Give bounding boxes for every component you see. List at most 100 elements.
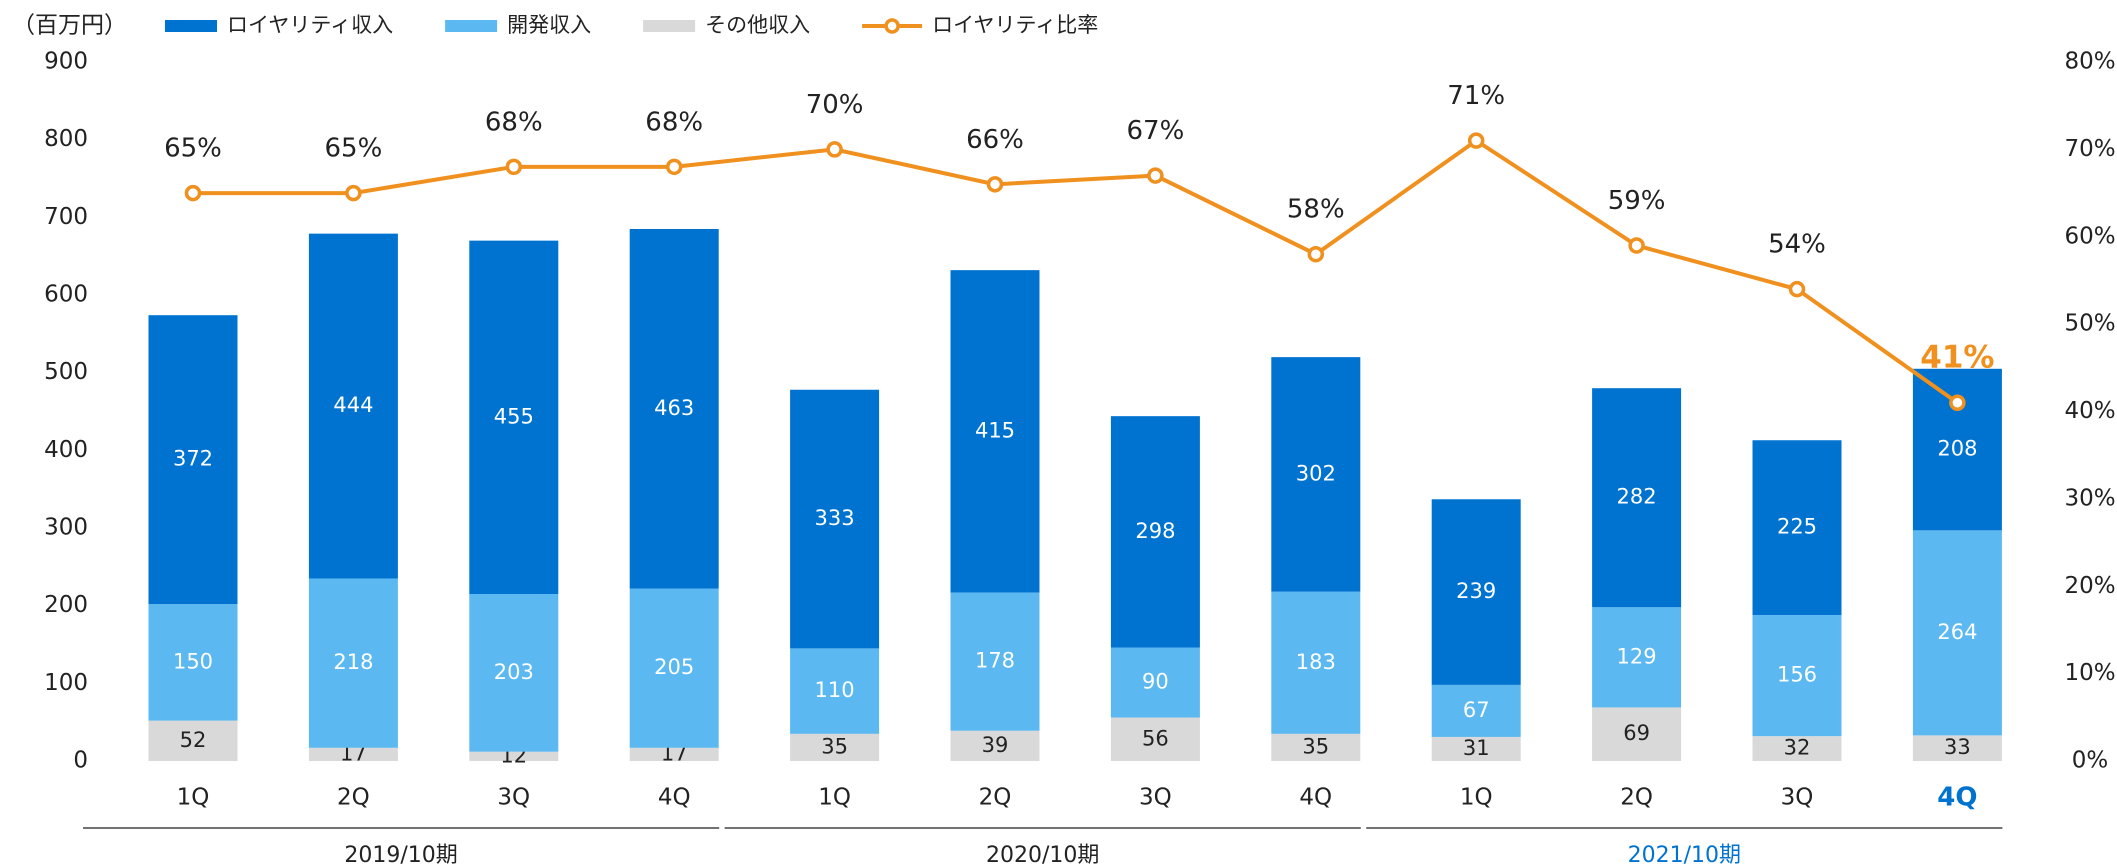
y2-tick-label: 70% xyxy=(2064,136,2115,162)
legend-swatch xyxy=(445,20,498,32)
ratio-label: 70% xyxy=(806,90,864,120)
bar-value-label: 35 xyxy=(1302,734,1329,758)
bar-value-label: 444 xyxy=(333,393,373,417)
legend-swatch xyxy=(165,20,217,32)
bar-segment xyxy=(148,604,238,721)
bar-value-label: 33 xyxy=(1944,735,1971,759)
bar-segment xyxy=(629,588,719,748)
bar-segment xyxy=(1110,416,1200,648)
x-tick-label: 3Q xyxy=(1139,785,1172,811)
x-tick-label: 1Q xyxy=(177,785,210,811)
bar-segment xyxy=(1110,647,1200,718)
bar-segment xyxy=(308,747,398,761)
bar-value-label: 52 xyxy=(180,728,207,752)
ratio-marker xyxy=(1949,394,1966,412)
bar-value-label: 67 xyxy=(1463,698,1490,722)
ratio-label: 54% xyxy=(1768,230,1826,260)
y-tick-label: 500 xyxy=(44,359,88,385)
ratio-marker xyxy=(345,184,362,202)
bar-segment xyxy=(308,233,398,579)
ratio-label: 59% xyxy=(1608,186,1666,216)
bar-segment xyxy=(1912,530,2002,736)
ratio-label: 65% xyxy=(164,134,222,164)
ratio-marker xyxy=(1788,280,1806,298)
bar-segment xyxy=(950,592,1040,731)
ratio-label: 68% xyxy=(645,107,703,137)
bar-segment xyxy=(1431,684,1521,737)
bar-segment xyxy=(1752,614,1842,737)
bar-value-label: 203 xyxy=(494,660,534,684)
bar-value-label: 39 xyxy=(982,733,1009,757)
bar-segment xyxy=(950,270,1040,593)
ratio-label: 65% xyxy=(325,134,383,164)
bar-segment xyxy=(308,578,398,748)
bar-segment xyxy=(469,240,559,595)
bar-segment xyxy=(1592,707,1682,761)
bar-value-label: 282 xyxy=(1617,485,1657,509)
x-tick-label: 2Q xyxy=(979,785,1012,811)
ratio-line xyxy=(193,138,1959,405)
bar-value-label: 183 xyxy=(1296,650,1336,674)
y2-tick-label: 80% xyxy=(2064,49,2115,75)
bar-value-label: 372 xyxy=(173,447,213,471)
ratio-label: 41% xyxy=(1920,339,1994,375)
y-tick-label: 900 xyxy=(44,49,88,75)
bar-segment xyxy=(790,733,880,761)
bar-value-label: 205 xyxy=(654,655,694,679)
bar-segment xyxy=(1431,499,1521,685)
bar-segment xyxy=(1592,388,1682,608)
y2-tick-label: 30% xyxy=(2064,485,2115,511)
bar-value-label: 463 xyxy=(654,396,694,420)
x-tick-label: 3Q xyxy=(1781,785,1814,811)
x-tick-label: 1Q xyxy=(818,785,851,811)
y-tick-label: 400 xyxy=(44,437,88,463)
bar-value-label: 264 xyxy=(1937,620,1977,644)
y-tick-label: 200 xyxy=(44,592,88,618)
x-tick-label: 4Q xyxy=(1937,783,1977,813)
x-tick-label: 2Q xyxy=(337,785,370,811)
ratio-marker xyxy=(184,184,202,202)
y2-tick-label: 0% xyxy=(2072,748,2109,774)
y-tick-label: 0 xyxy=(73,748,88,774)
y2-tick-label: 40% xyxy=(2064,398,2115,424)
bar-value-label: 218 xyxy=(333,650,373,674)
bar-segment xyxy=(1592,607,1682,708)
bar-segment xyxy=(1431,736,1521,761)
bar-value-label: 32 xyxy=(1784,736,1811,760)
y-tick-label: 600 xyxy=(44,282,88,308)
legend-label: 開発収入 xyxy=(507,13,591,37)
bar-segment xyxy=(1752,736,1842,761)
bar-value-label: 302 xyxy=(1296,461,1336,485)
ratio-label: 71% xyxy=(1447,81,1505,111)
ratio-label: 66% xyxy=(966,125,1024,155)
legend-label: ロイヤリティ比率 xyxy=(932,13,1098,37)
legend-label: ロイヤリティ収入 xyxy=(227,13,393,37)
x-tick-label: 4Q xyxy=(1299,785,1332,811)
bar-value-label: 150 xyxy=(173,649,213,673)
bar-value-label: 178 xyxy=(975,649,1015,673)
bar-segment xyxy=(1912,735,2002,761)
ratio-marker xyxy=(1307,245,1325,263)
y2-tick-label: 10% xyxy=(2064,660,2115,686)
bar-value-label: 208 xyxy=(1937,437,1977,461)
ratio-marker xyxy=(1467,132,1485,149)
ratio-label: 67% xyxy=(1127,116,1185,146)
bar-value-label: 298 xyxy=(1135,519,1175,543)
x-tick-label: 3Q xyxy=(497,785,530,811)
bar-value-label: 415 xyxy=(975,418,1015,442)
bar-segment xyxy=(1271,357,1361,592)
y2-tick-label: 60% xyxy=(2064,223,2115,249)
group-label: 2021/10期 xyxy=(1628,843,1741,867)
group-label: 2019/10期 xyxy=(344,843,457,867)
x-tick-label: 2Q xyxy=(1620,785,1653,811)
ratio-marker xyxy=(1628,237,1645,254)
bar-value-label: 225 xyxy=(1777,515,1817,539)
bar-value-label: 239 xyxy=(1456,579,1496,603)
bar-segment xyxy=(1110,717,1200,761)
ratio-marker xyxy=(665,158,683,176)
y2-tick-label: 20% xyxy=(2064,573,2115,599)
y-tick-label: 700 xyxy=(44,204,88,230)
bar-segment xyxy=(148,315,238,605)
bar-value-label: 90 xyxy=(1142,670,1169,694)
